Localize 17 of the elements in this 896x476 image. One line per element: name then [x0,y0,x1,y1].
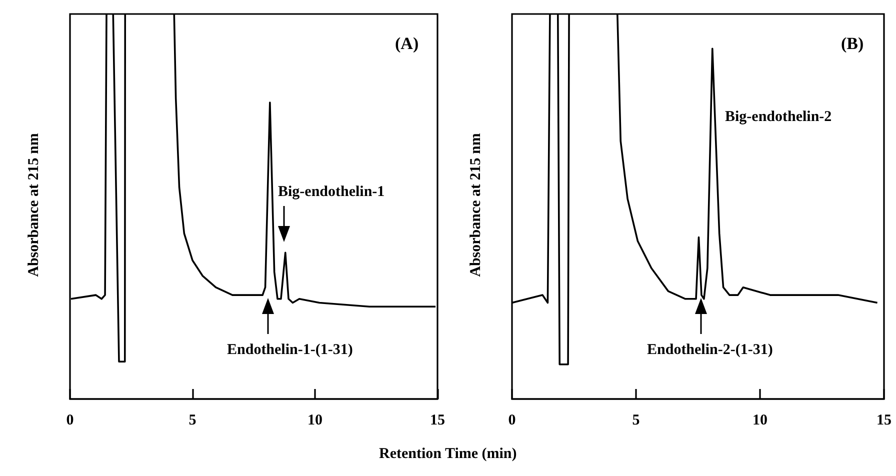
x-tick-label: 5 [632,412,640,428]
x-tick-label: 10 [752,412,768,428]
annotation: (A) [395,34,419,54]
y-axis-title: Absorbance at 215 nm [468,132,484,277]
x-tick-label: 0 [66,412,74,428]
annotation: (B) [841,34,864,54]
x-tick-label: 5 [188,412,196,428]
x-tick-label: 10 [308,412,322,428]
x-tick-label: 15 [876,412,892,428]
annotation: Big-endothelin-1 [278,184,385,200]
y-axis-title: Absorbance at 215 nm [26,132,42,277]
x-tick-label: 15 [430,412,445,428]
annotation: Big-endothelin-2 [725,108,832,126]
x-tick-label: 0 [508,412,516,428]
annotation: Endothelin-2-(1-31) [647,342,773,358]
annotation: Endothelin-1-(1-31) [227,342,353,358]
x-axis-title: Retention Time (min) [379,446,517,463]
